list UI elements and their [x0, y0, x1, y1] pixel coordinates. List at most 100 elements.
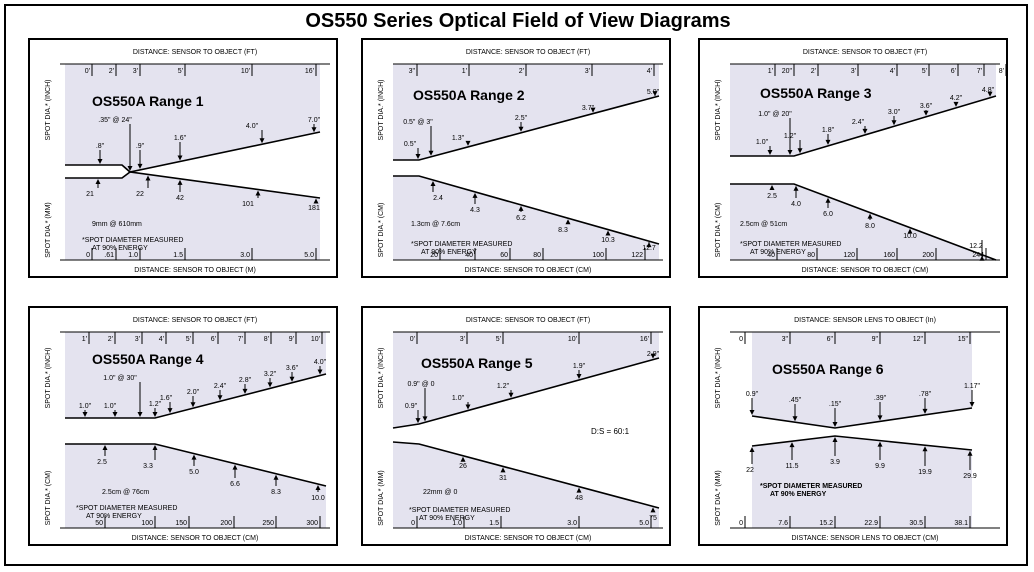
range-title: OS550A Range 6: [772, 361, 884, 377]
pointer-arrowhead: [508, 392, 514, 398]
bottom-tick-label: 120: [843, 252, 855, 259]
bottom-tick-label: 3.0: [240, 252, 250, 259]
pointer-arrowhead: [152, 445, 158, 450]
bottom-tick-label: 1.5: [489, 520, 499, 527]
lower-spot-label: 29.9: [963, 473, 977, 480]
upper-spot-label: 2.0": [187, 389, 200, 396]
fov-diagram-5: DISTANCE: SENSOR TO OBJECT (FT) 0' 3' 5' 10'…: [378, 317, 663, 542]
upper-spot-label: .78": [919, 391, 932, 398]
top-tick-label: 3': [133, 68, 138, 75]
bottom-tick-label: 80: [807, 252, 815, 259]
top-tick-label: 0': [410, 336, 415, 343]
upper-spot-label: 1.2": [149, 401, 162, 408]
lower-spot-label: 48: [575, 495, 583, 502]
pointer-arrowhead: [832, 437, 838, 442]
bottom-tick-label: 1.0: [452, 520, 462, 527]
top-tick-label: 5': [186, 336, 191, 343]
lower-spot-label: 42: [176, 195, 184, 202]
top-axis-label: DISTANCE: SENSOR TO OBJECT (FT): [466, 317, 590, 324]
y-axis-top-label: SPOT DIA.* (INCH): [378, 80, 385, 141]
top-tick-label: 4': [890, 68, 895, 75]
pointer-arrowhead: [317, 369, 323, 375]
top-axis-label: DISTANCE: SENSOR TO OBJECT (FT): [803, 49, 927, 56]
pointer-arrowhead: [465, 140, 471, 146]
diagram-frame: OS550 Series Optical Field of View Diagr…: [4, 4, 1028, 566]
pointer-arrowhead: [428, 150, 434, 156]
pointer-arrowhead: [472, 192, 478, 198]
pointer-arrowhead: [877, 441, 883, 447]
lower-spot-label: 10.0: [311, 495, 325, 502]
bottom-tick-label: 40: [767, 252, 775, 259]
pointer-arrowhead: [167, 408, 173, 414]
upper-spot-label: 1.0": [79, 403, 92, 410]
bottom-tick-label: 100: [592, 252, 604, 259]
upper-spot-label: 1.0": [104, 403, 117, 410]
focus-point-note: 9mm @ 610mm: [92, 221, 142, 228]
bottom-tick-label: 38.1: [954, 520, 968, 527]
upper-beam-boundary: [730, 95, 997, 157]
bottom-tick-label: 0: [411, 520, 415, 527]
upper-spot-label: 4.0": [246, 123, 259, 130]
pointer-arrowhead: [825, 197, 831, 203]
lower-beam-boundary: [730, 183, 997, 261]
upper-spot-label: .9": [136, 143, 145, 150]
pointer-arrowhead: [967, 450, 973, 456]
lower-spot-label: 3.9: [830, 459, 840, 466]
upper-beam-boundary: [393, 95, 660, 161]
top-tick-label: 1': [462, 68, 467, 75]
measurement-note-line1: *SPOT DIAMETER MEASURED: [411, 241, 512, 248]
y-axis-top-label: SPOT DIA.* (INCH): [378, 348, 385, 409]
pointer-arrowhead: [793, 185, 799, 191]
bottom-tick-label: 5.0: [639, 520, 649, 527]
lower-spot-label: 31: [499, 475, 507, 482]
pointer-arrowhead: [832, 422, 838, 427]
bottom-tick-label: 80: [533, 252, 541, 259]
pointer-arrowhead: [313, 198, 319, 204]
upper-beam-boundary: [65, 373, 327, 419]
upper-spot-label: 0.9" @ 0: [407, 381, 434, 388]
bottom-tick-label: 22.9: [864, 520, 878, 527]
upper-spot-label: 1.0": [756, 139, 769, 146]
fov-diagram-4: DISTANCE: SENSOR TO OBJECT (FT) 1' 2' 3' 4' 5…: [45, 317, 330, 542]
bottom-axis-label: DISTANCE: SENSOR TO OBJECT (CM): [465, 267, 592, 274]
pointer-arrowhead: [576, 487, 582, 493]
distance-to-spot-ratio: D:S = 60:1: [591, 427, 630, 436]
pointer-arrowhead: [137, 163, 143, 169]
bottom-axis-label: DISTANCE: SENSOR TO OBJECT (CM): [132, 535, 259, 542]
top-tick-label: 10': [568, 336, 577, 343]
lower-spot-label: 26: [459, 463, 467, 470]
top-tick-label: 3': [851, 68, 856, 75]
pointer-arrowhead: [862, 128, 868, 134]
top-tick-label: 9": [872, 336, 879, 343]
pointer-arrowhead: [891, 120, 897, 126]
y-axis-bottom-label: SPOT DIA.* (MM): [715, 470, 722, 525]
top-tick-label: 20": [782, 68, 793, 75]
upper-spot-label: 1.3": [452, 135, 465, 142]
lower-spot-label: 10.0: [903, 233, 917, 240]
pointer-arrowhead: [152, 412, 158, 417]
bottom-axis-label: DISTANCE: SENSOR TO OBJECT (CM): [465, 535, 592, 542]
upper-spot-label: 1.9": [573, 363, 586, 370]
pointer-arrowhead: [177, 155, 183, 161]
top-tick-label: 1': [768, 68, 773, 75]
fov-diagram-6: DISTANCE: SENSOR LENS TO OBJECT (In) 0 3" 6…: [715, 317, 1000, 542]
bottom-tick-label: 30.5: [909, 520, 923, 527]
lower-spot-label: 21: [86, 191, 94, 198]
upper-spot-label: 0.9": [405, 403, 418, 410]
lower-beam-boundary: [65, 443, 327, 487]
focus-point-note: 2.5cm @ 76cm: [102, 489, 149, 496]
measurement-note-line2: AT 90% ENERGY: [92, 245, 148, 252]
range-title: OS550A Range 5: [421, 355, 533, 371]
lower-spot-label: 2.5: [97, 459, 107, 466]
upper-spot-label: 1.0" @ 20": [758, 111, 792, 118]
measurement-note-line1: *SPOT DIAMETER MEASURED: [76, 505, 177, 512]
top-tick-label: 2': [108, 336, 113, 343]
upper-spot-label: 0.5": [404, 141, 417, 148]
bottom-tick-label: 1.0: [128, 252, 138, 259]
pointer-arrowhead: [273, 474, 279, 480]
upper-beam-boundary: [65, 131, 321, 173]
top-tick-label: 3': [135, 336, 140, 343]
y-axis-top-label: SPOT DIA.* (INCH): [715, 348, 722, 409]
fov-diagram-2: DISTANCE: SENSOR TO OBJECT (FT) 3" 1' 2' 3' 4…: [378, 49, 663, 274]
range-3-panel: DISTANCE: SENSOR TO OBJECT (FT) 1' 20" 2' 3'…: [698, 38, 1008, 278]
